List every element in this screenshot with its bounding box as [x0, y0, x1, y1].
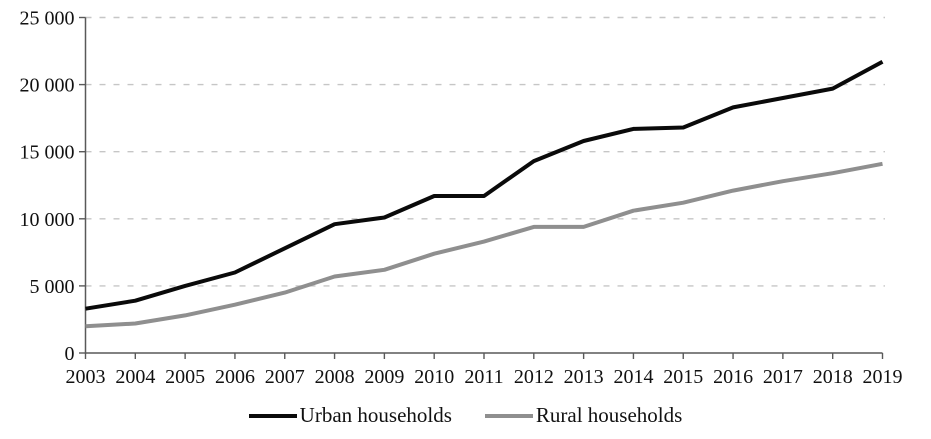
- rural-series-line: [85, 161, 883, 329]
- legend-item-urban: Urban households: [248, 403, 452, 427]
- x-tick-label: 2014: [613, 366, 653, 388]
- urban-legend-label: Urban households: [299, 403, 452, 427]
- x-tick-label: 2010: [414, 366, 454, 388]
- x-tick-label: 2016: [713, 366, 753, 388]
- x-tick-label: 2011: [464, 366, 503, 388]
- x-tick-label: 2017: [763, 366, 803, 388]
- y-tick-label: 10 000: [20, 209, 75, 231]
- y-tick-label: 0: [65, 343, 75, 365]
- urban-series-line: [85, 60, 884, 311]
- x-tick-label: 2009: [364, 366, 404, 388]
- x-tick-label: 2005: [165, 366, 205, 388]
- y-tick-label: 5 000: [30, 276, 75, 298]
- x-tick-label: 2015: [663, 366, 703, 388]
- line-chart-plot-area: 0 5 000 10 000 15 000 20 000 25 000 2003 2004 20…: [20, 8, 903, 389]
- x-tick-label: 2012: [514, 366, 554, 388]
- x-tick-label: 2008: [315, 366, 355, 388]
- rural-line-swatch-icon: [484, 413, 533, 418]
- x-tick-label: 2018: [813, 366, 853, 388]
- y-tick-label: 25 000: [20, 8, 75, 30]
- y-tick-label: 15 000: [20, 142, 75, 164]
- chart-legend: Urban households Rural households: [0, 405, 931, 426]
- x-tick-label: 2013: [564, 366, 604, 388]
- x-tick-label: 2019: [863, 366, 903, 388]
- x-tick-label: 2004: [115, 366, 155, 388]
- rural-legend-label: Rural households: [535, 403, 683, 427]
- x-tick-label: 2006: [215, 366, 255, 388]
- x-tick-label: 2007: [265, 366, 305, 388]
- y-tick-label: 20 000: [20, 75, 75, 97]
- urban-line-swatch-icon: [248, 413, 297, 418]
- x-tick-label: 2003: [66, 366, 106, 388]
- legend-item-rural: Rural households: [484, 403, 683, 427]
